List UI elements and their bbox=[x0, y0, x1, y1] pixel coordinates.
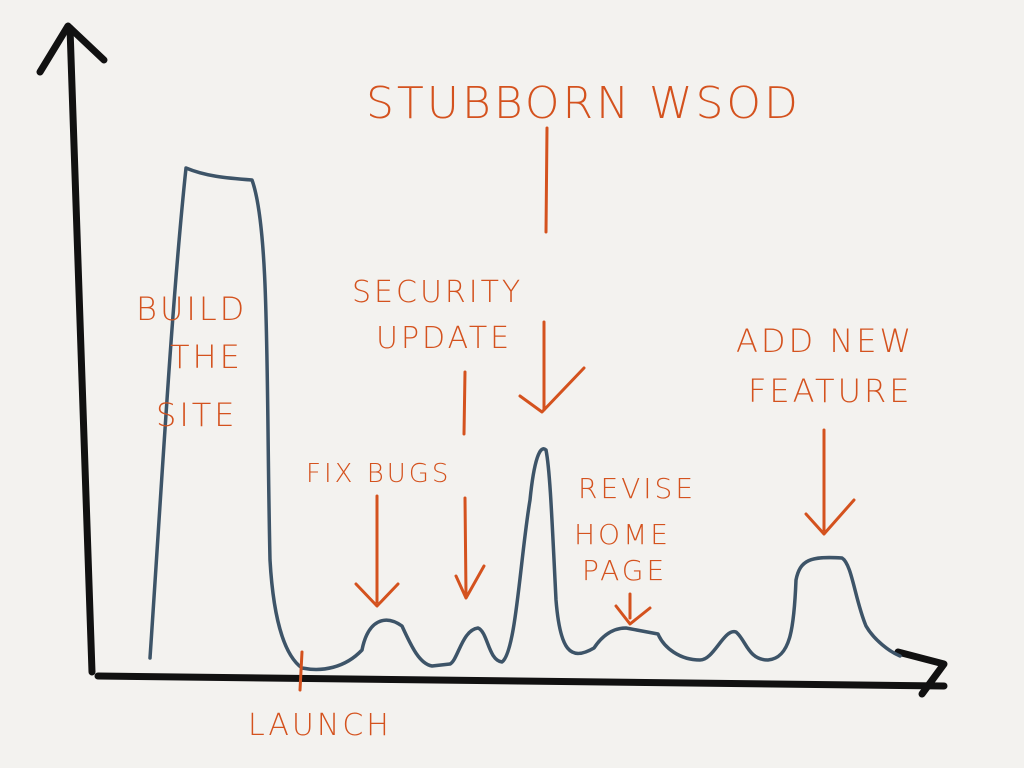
fix-bugs-arrow-1 bbox=[354, 494, 400, 608]
feature-arrow bbox=[804, 428, 856, 536]
y-axis-arrowhead bbox=[36, 22, 108, 76]
axes bbox=[36, 22, 948, 698]
wsod-arrow bbox=[518, 320, 586, 414]
x-axis-line bbox=[94, 672, 948, 690]
label-fix-bugs: FIX BUGS bbox=[306, 459, 451, 489]
x-axis-arrowhead bbox=[894, 648, 948, 698]
wsod-vertical-line bbox=[544, 126, 549, 234]
label-build-the-site: BUILD THE SITE bbox=[136, 290, 260, 434]
label-add-new-feature: ADD NEW FEATURE bbox=[736, 322, 927, 410]
y-axis-line bbox=[66, 24, 96, 676]
label-stubborn-wsod: STUBBORN WSOD bbox=[366, 78, 801, 129]
effort-curve bbox=[148, 166, 902, 672]
launch-tick bbox=[298, 650, 304, 692]
label-launch: LAUNCH bbox=[248, 708, 392, 743]
annotations bbox=[298, 126, 856, 692]
fix-bugs-arrow-2 bbox=[454, 496, 486, 600]
label-security-update: SECURITY UPDATE bbox=[352, 275, 536, 356]
revise-home-arrow bbox=[614, 592, 652, 626]
security-update-line bbox=[462, 370, 467, 436]
label-revise-home-page: REVISE HOME PAGE bbox=[574, 472, 708, 587]
labels: BUILD THE SITE LAUNCH FIX BUGS SECURITY … bbox=[136, 78, 927, 743]
